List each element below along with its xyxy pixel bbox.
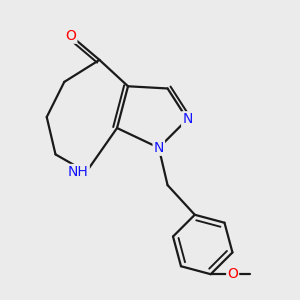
Text: NH: NH [68,165,89,179]
Text: N: N [182,112,193,126]
Text: O: O [65,29,76,43]
Text: O: O [227,267,238,281]
Text: N: N [154,141,164,155]
